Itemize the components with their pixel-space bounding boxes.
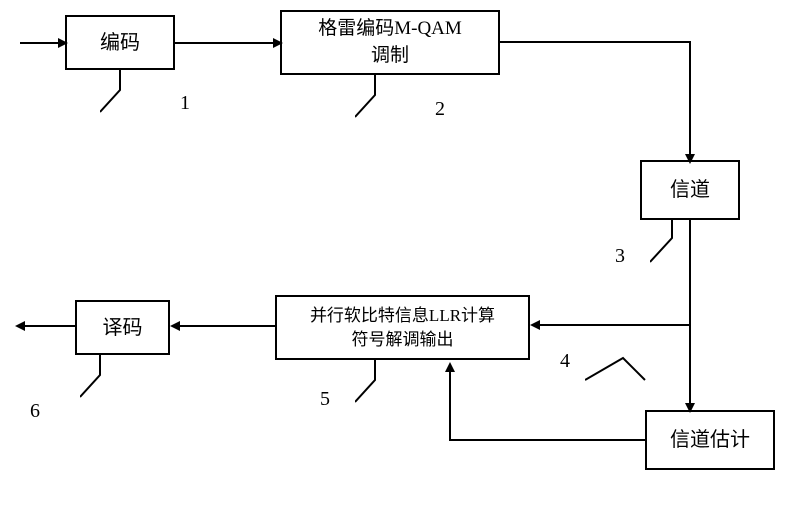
index-6: 6 [30,400,40,423]
encode-box: 编码 [65,15,175,70]
mqam-label-line2: 调制 [371,45,409,66]
arrow-demod-decode [170,320,280,332]
callout-6 [80,355,140,405]
callout-2 [355,75,415,125]
chest-label: 信道估计 [670,426,750,454]
demod-label: 并行软比特信息LLR计算 符号解调输出 [310,304,495,352]
index-1: 1 [180,92,190,115]
arrow-mqam-channel [500,36,710,166]
demod-label-line1: 并行软比特信息LLR计算 [310,306,495,325]
callout-1 [100,70,160,120]
arrow-chest-demod [430,360,660,450]
channel-label: 信道 [670,176,710,204]
index-2: 2 [435,98,445,121]
mqam-label: 格雷编码M-QAM 调制 [318,16,462,69]
callout-5 [355,360,415,410]
decode-label: 译码 [103,314,143,342]
mqam-label-line1: 格雷编码M-QAM [318,18,462,39]
decode-box: 译码 [75,300,170,355]
demod-label-line2: 符号解调输出 [351,330,453,349]
demod-box: 并行软比特信息LLR计算 符号解调输出 [275,295,530,360]
arrow-input-encode [20,37,70,49]
mqam-box: 格雷编码M-QAM 调制 [280,10,500,75]
arrow-decode-output [15,320,80,332]
index-5: 5 [320,388,330,411]
encode-label: 编码 [100,29,140,57]
arrow-encode-mqam [175,37,285,49]
channel-box: 信道 [640,160,740,220]
